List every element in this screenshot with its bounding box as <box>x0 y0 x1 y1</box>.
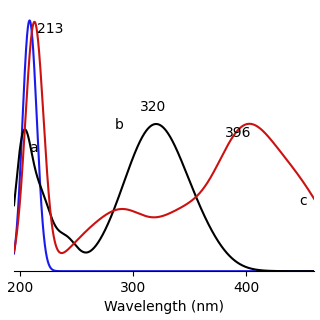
Text: 396: 396 <box>225 126 252 140</box>
Text: 213: 213 <box>37 22 63 36</box>
Text: b: b <box>115 118 124 132</box>
X-axis label: Wavelength (nm): Wavelength (nm) <box>104 300 224 315</box>
Text: 320: 320 <box>140 100 167 114</box>
Text: c: c <box>300 194 307 208</box>
Text: a: a <box>29 141 37 155</box>
